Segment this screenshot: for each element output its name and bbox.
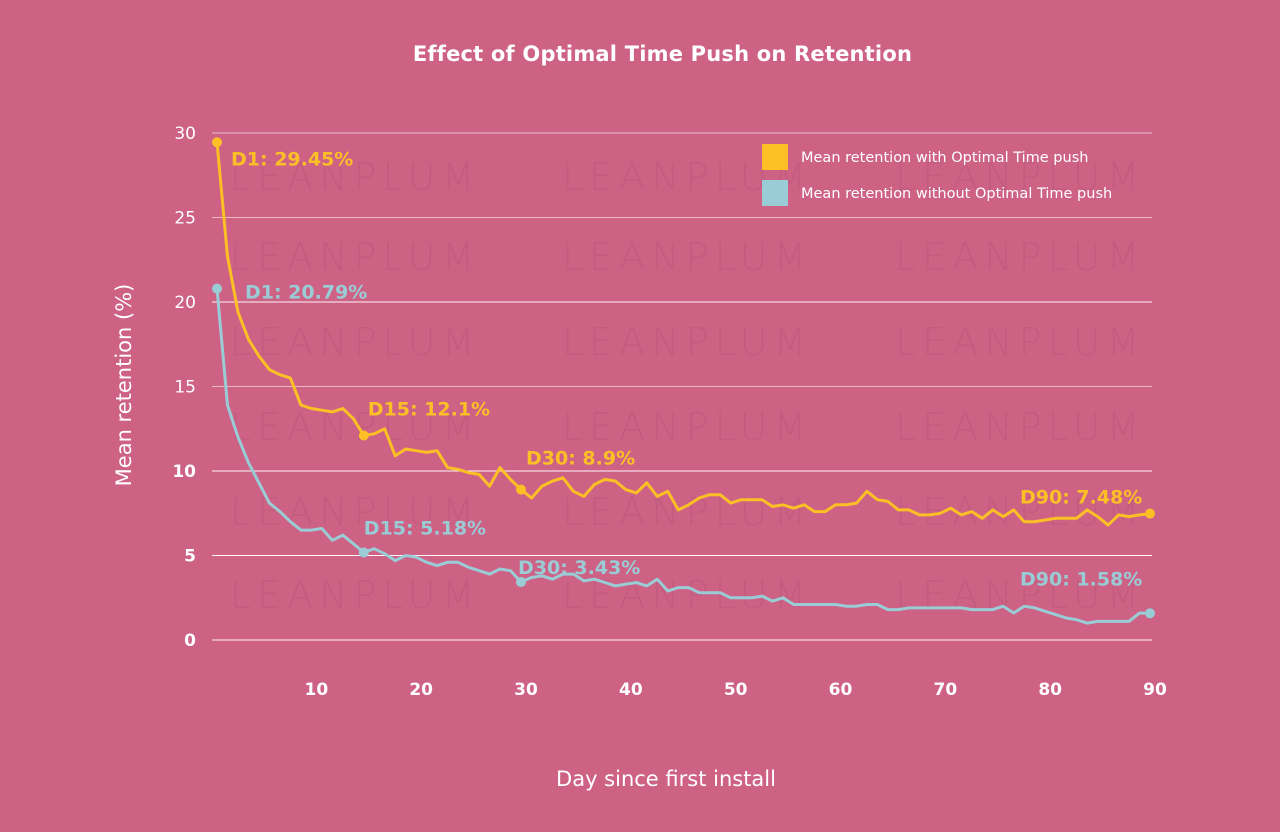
data-label: D15: 5.18% — [364, 517, 486, 539]
series-layer — [215, 140, 1152, 625]
y-tick-label: 30 — [174, 124, 196, 144]
x-tick-label: 20 — [409, 680, 433, 700]
data-point-marker — [212, 137, 222, 148]
watermark-layer: LEANPLUM LEANPLUM LEANPLUM LEANPLUM LEANPLUM… — [230, 155, 1145, 617]
legend: Mean retention with Optimal Time push Mea… — [762, 144, 1112, 206]
data-point-marker — [358, 547, 369, 558]
annotation-layer: D1: 29.45% D15: 12.1% D30: 8.9% D90: 7.48% D… — [212, 137, 1155, 619]
data-point-marker — [212, 283, 222, 294]
data-label: D30: 8.9% — [526, 448, 635, 470]
y-tick-label: 20 — [174, 293, 196, 313]
watermark-text: LEANPLUM — [230, 235, 480, 279]
x-tick-label: 80 — [1038, 680, 1062, 700]
data-point-marker — [516, 577, 527, 588]
watermark-text: LEANPLUM — [230, 490, 480, 534]
watermark-text: LEANPLUM — [562, 490, 812, 534]
x-tick-label: 30 — [514, 680, 538, 700]
y-tick-label: 25 — [174, 209, 196, 229]
watermark-text: LEANPLUM — [230, 155, 480, 199]
legend-label: Mean retention without Optimal Time push — [801, 186, 1112, 202]
x-tick-label: 40 — [619, 680, 643, 700]
watermark-text: LEANPLUM — [562, 320, 812, 364]
legend-swatch — [762, 144, 788, 170]
gridlines — [212, 132, 1152, 641]
x-axis-ticks: 10 20 30 40 50 60 70 80 90 — [305, 680, 1167, 700]
x-tick-label: 90 — [1143, 680, 1167, 700]
watermark-text: LEANPLUM — [895, 405, 1145, 449]
x-tick-label: 10 — [305, 680, 329, 700]
y-axis-ticks: 0 5 10 15 20 25 30 — [172, 124, 196, 651]
x-tick-label: 60 — [829, 680, 853, 700]
watermark-text: LEANPLUM — [562, 235, 812, 279]
watermark-text: LEANPLUM — [562, 405, 812, 449]
x-tick-label: 50 — [724, 680, 748, 700]
data-label: D1: 29.45% — [231, 148, 353, 170]
data-point-marker — [1145, 608, 1155, 619]
data-point-marker — [358, 430, 369, 441]
x-tick-label: 70 — [934, 680, 958, 700]
series-line-without-push — [215, 287, 1152, 625]
data-label: D1: 20.79% — [245, 282, 367, 304]
watermark-text: LEANPLUM — [895, 155, 1145, 199]
y-tick-label: 10 — [172, 462, 196, 482]
series-line-with-push — [215, 140, 1152, 527]
watermark-text: LEANPLUM — [230, 573, 480, 617]
watermark-text: LEANPLUM — [895, 320, 1145, 364]
y-tick-label: 0 — [184, 631, 196, 651]
data-point-marker — [1145, 508, 1155, 519]
data-point-marker — [516, 484, 527, 495]
chart-title: Effect of Optimal Time Push on Retention — [412, 42, 913, 66]
data-label: D30: 3.43% — [518, 557, 640, 579]
legend-label: Mean retention with Optimal Time push — [801, 150, 1088, 166]
data-label: D15: 12.1% — [368, 399, 490, 421]
data-label: D90: 1.58% — [1020, 568, 1142, 590]
watermark-text: LEANPLUM — [230, 405, 480, 449]
watermark-text: LEANPLUM — [895, 235, 1145, 279]
legend-swatch — [762, 180, 788, 206]
data-label: D90: 7.48% — [1020, 487, 1142, 509]
y-tick-label: 5 — [184, 547, 196, 567]
watermark-text: LEANPLUM — [230, 320, 480, 364]
x-axis-title: Day since first install — [556, 767, 776, 791]
y-tick-label: 15 — [174, 378, 196, 398]
y-axis-title: Mean retention (%) — [112, 284, 136, 487]
